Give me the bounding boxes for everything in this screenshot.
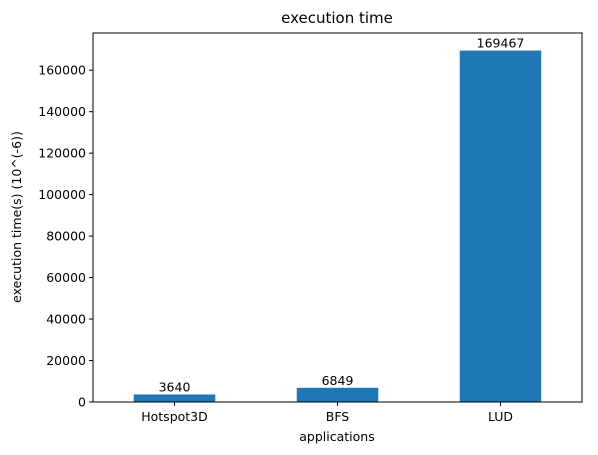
y-tick-label: 120000 xyxy=(38,146,86,161)
bar-hotspot3d xyxy=(133,394,216,402)
data-label: 169467 xyxy=(477,36,525,51)
y-tick-label: 40000 xyxy=(46,312,86,327)
y-tick-label: 60000 xyxy=(46,270,86,285)
chart-title: execution time xyxy=(281,9,393,27)
x-tick-label: Hotspot3D xyxy=(141,409,208,424)
x-axis-label: applications xyxy=(299,429,374,444)
y-tick-label: 160000 xyxy=(38,63,86,78)
data-label: 3640 xyxy=(159,379,191,394)
y-tick-label: 20000 xyxy=(46,353,86,368)
x-tick-label: LUD xyxy=(488,409,513,424)
y-tick-label: 0 xyxy=(78,395,86,410)
data-label: 6849 xyxy=(322,373,354,388)
plot-area: 3640 6849 169467 xyxy=(133,36,542,402)
y-tick-label: 100000 xyxy=(38,187,86,202)
x-tick-label: BFS xyxy=(326,409,350,424)
y-tick-label: 140000 xyxy=(38,104,86,119)
y-axis: 0 20000 40000 60000 80000 100000 120000 140000 1… xyxy=(38,63,93,410)
bar-bfs xyxy=(296,387,379,402)
bar-lud xyxy=(459,50,542,402)
y-tick-label: 80000 xyxy=(46,229,86,244)
x-axis: Hotspot3D BFS LUD xyxy=(141,402,513,424)
y-axis-label: execution time(s) (10^(-6)) xyxy=(9,131,24,303)
